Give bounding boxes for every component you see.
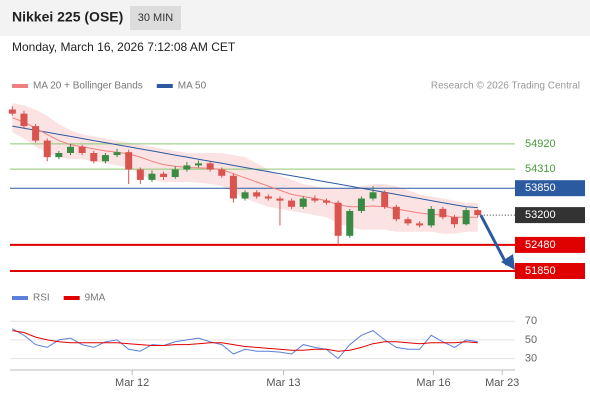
candle-body xyxy=(67,146,75,153)
timestamp: Monday, March 16, 2026 7:12:08 AM CET xyxy=(12,40,236,54)
candle-body xyxy=(113,152,121,156)
candle-body xyxy=(404,219,412,224)
copyright: Research © 2026 Trading Central xyxy=(431,81,580,92)
candle-body xyxy=(462,210,470,225)
candle-body xyxy=(276,198,284,201)
rsi-line xyxy=(12,328,478,360)
candle-body xyxy=(20,113,28,127)
candle-body xyxy=(311,198,319,201)
rsi-tick-label: 50 xyxy=(525,334,537,346)
candle-body xyxy=(101,155,109,162)
candle-body xyxy=(369,192,377,199)
candle-body xyxy=(264,196,272,199)
candle-body xyxy=(241,192,249,199)
interval-badge xyxy=(130,6,181,30)
candle-body xyxy=(474,210,482,216)
legend-swatch xyxy=(12,296,28,300)
legend-swatch xyxy=(156,84,173,88)
ma50-line xyxy=(12,125,478,209)
level-box xyxy=(515,236,585,253)
level-box xyxy=(515,207,585,224)
candle-body xyxy=(381,192,389,207)
chart-title: Nikkei 225 (OSE) xyxy=(12,9,123,25)
x-tick-label: Mar 23 xyxy=(485,377,519,389)
x-tick-label: Mar 12 xyxy=(115,377,149,389)
candle-body xyxy=(195,163,203,166)
candle-body xyxy=(253,192,261,197)
legend-swatch xyxy=(63,296,80,300)
candle-body xyxy=(125,152,133,170)
legend-label: RSI xyxy=(33,293,50,304)
rsi-line xyxy=(12,330,478,352)
candle-body xyxy=(160,173,168,178)
candle-body xyxy=(43,140,51,158)
candle-body xyxy=(183,165,191,170)
level-label: 54920 xyxy=(525,138,556,150)
level-box xyxy=(515,262,585,279)
x-tick-label: Mar 13 xyxy=(266,377,300,389)
candle-body xyxy=(171,169,179,178)
level-label: 53850 xyxy=(525,182,556,194)
legend-label: 9MA xyxy=(85,293,106,304)
legend-label: MA 20 + Bollinger Bands xyxy=(33,81,143,92)
candle-body xyxy=(8,109,16,114)
candle-body xyxy=(334,202,342,236)
x-tick-label: Mar 16 xyxy=(416,377,450,389)
candle-body xyxy=(346,210,354,236)
bollinger-band xyxy=(12,103,478,234)
candle-body xyxy=(136,169,144,180)
projection-arrow xyxy=(479,214,509,266)
candle-body xyxy=(427,208,435,226)
level-label: 52480 xyxy=(525,239,556,251)
candle-body xyxy=(439,208,447,218)
legend-label: MA 50 xyxy=(178,81,207,92)
header-bar xyxy=(0,0,590,36)
candle-body xyxy=(55,152,63,158)
rsi-tick-label: 30 xyxy=(525,353,537,365)
interval-label: 30 MIN xyxy=(138,12,174,24)
candle-body xyxy=(32,126,40,141)
level-box xyxy=(515,180,585,197)
candle-body xyxy=(299,198,307,207)
candle-body xyxy=(416,223,424,226)
arrow-head xyxy=(501,254,515,270)
candle-body xyxy=(450,217,458,225)
rsi-tick-label: 70 xyxy=(525,315,537,327)
candle-body xyxy=(218,169,226,176)
candle-body xyxy=(78,146,86,153)
candle-body xyxy=(90,152,98,162)
candle-body xyxy=(229,175,237,199)
ma20-line xyxy=(12,117,478,218)
candle-body xyxy=(148,173,156,180)
candle-body xyxy=(357,198,365,211)
candle-body xyxy=(288,200,296,207)
level-label: 53200 xyxy=(525,209,556,221)
candle-body xyxy=(392,206,400,220)
level-label: 54310 xyxy=(525,163,556,175)
candle-body xyxy=(322,200,330,203)
candle-body xyxy=(206,163,214,170)
legend-swatch xyxy=(12,84,28,88)
level-label: 51850 xyxy=(525,265,556,277)
